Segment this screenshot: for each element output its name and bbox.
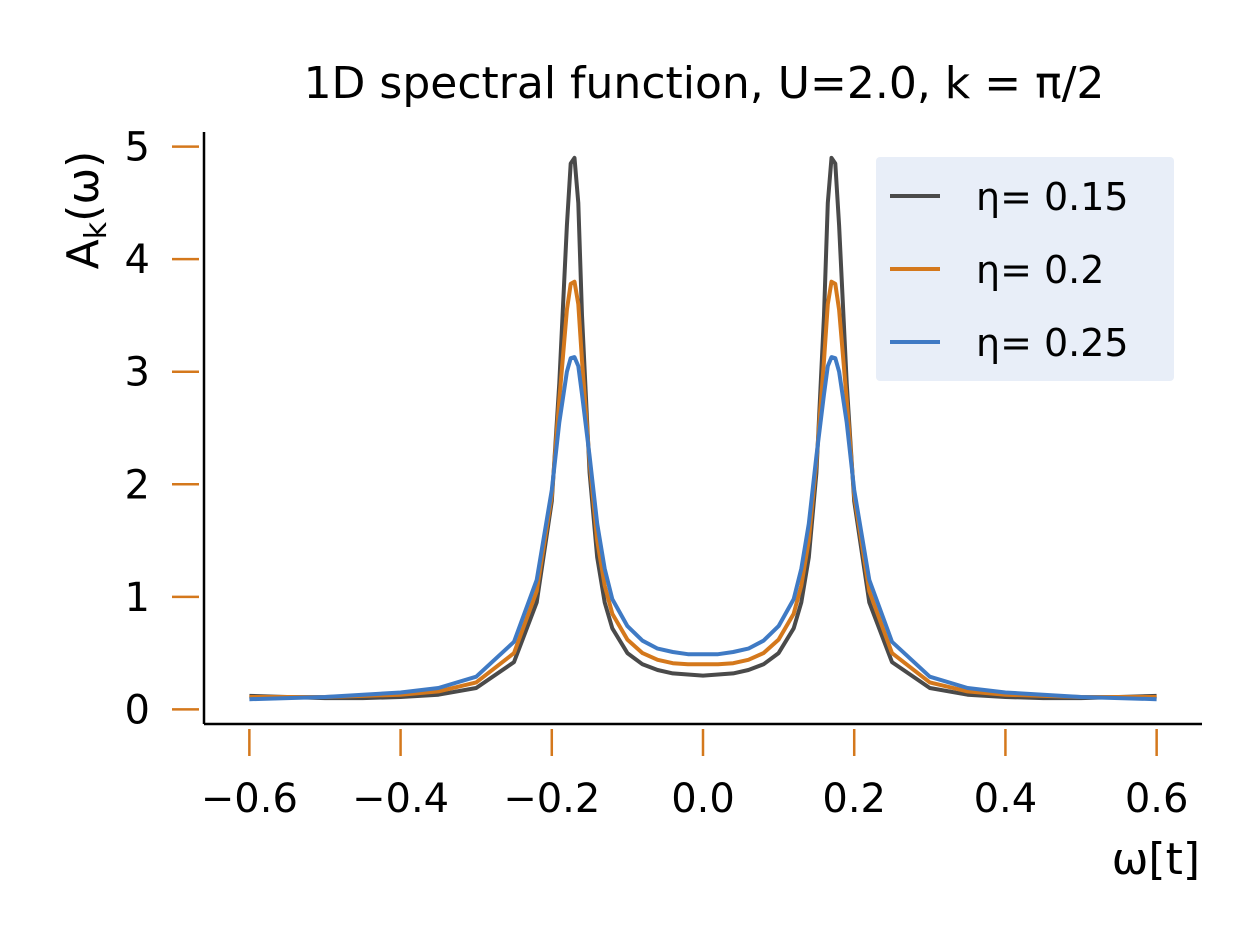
y-tick-label: 1 xyxy=(125,575,150,621)
x-tick-label: 0.6 xyxy=(1125,776,1189,822)
y-axis-label-subscript: k xyxy=(79,221,114,239)
chart-title: 1D spectral function, U=2.0, k = π/2 xyxy=(304,58,1105,109)
legend-label-1: η= 0.2 xyxy=(976,248,1104,292)
x-tick-label: 0.0 xyxy=(671,776,735,822)
y-tick-label: 2 xyxy=(125,462,150,508)
y-tick-label: 4 xyxy=(125,237,150,283)
y-tick-label: 5 xyxy=(125,125,150,171)
legend-background xyxy=(876,157,1174,381)
x-tick-label: 0.2 xyxy=(822,776,886,822)
y-tick-label: 3 xyxy=(125,350,150,396)
y-axis-label: Ak(ω) xyxy=(58,151,114,270)
x-tick-label: 0.4 xyxy=(974,776,1038,822)
y-axis-label-tail: (ω) xyxy=(58,151,109,222)
y-tick-label: 0 xyxy=(125,687,150,733)
x-tick-label: −0.6 xyxy=(201,776,298,822)
y-axis-label-main: A xyxy=(58,239,109,269)
legend-label-0: η= 0.15 xyxy=(976,175,1129,219)
x-tick-label: −0.4 xyxy=(352,776,449,822)
x-axis-label: ω[t] xyxy=(1112,834,1200,885)
series-line-2 xyxy=(249,355,1157,702)
legend: η= 0.15 η= 0.2 η= 0.25 xyxy=(876,157,1174,381)
x-tick-label: −0.2 xyxy=(503,776,600,822)
legend-label-2: η= 0.25 xyxy=(976,321,1129,365)
